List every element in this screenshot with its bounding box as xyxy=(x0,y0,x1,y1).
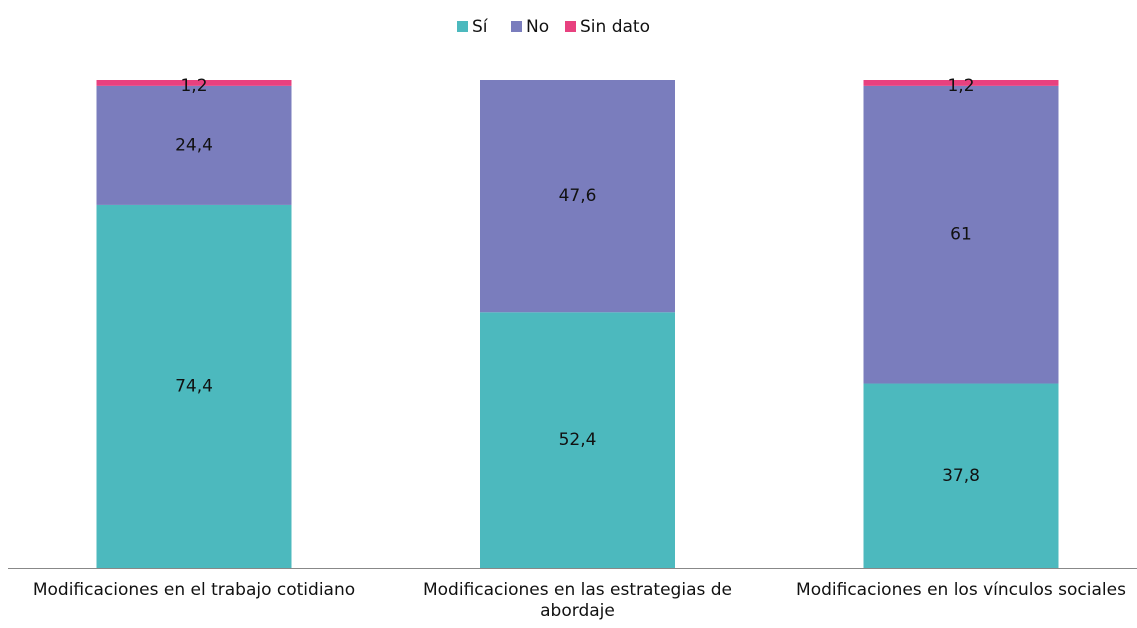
legend-label: No xyxy=(526,17,549,37)
data-label: 47,6 xyxy=(559,186,597,206)
bar-segment xyxy=(96,85,292,205)
data-label: 1,2 xyxy=(180,76,207,96)
bar-segment xyxy=(863,85,1059,384)
legend-label: Sí xyxy=(472,17,489,37)
data-label: 52,4 xyxy=(559,430,597,450)
x-tick-label: Modificaciones en el trabajo cotidiano xyxy=(32,580,356,600)
bar-segment xyxy=(863,80,1059,86)
data-label: 37,8 xyxy=(942,466,980,486)
bar-segment xyxy=(480,312,675,568)
data-label: 1,2 xyxy=(947,76,974,96)
legend-swatch xyxy=(511,21,522,32)
data-label: 61 xyxy=(950,225,972,245)
bar-segment xyxy=(96,80,292,86)
x-tick-label: Modificaciones en las estrategias de abo… xyxy=(422,580,732,621)
x-tick-label: Modificaciones en los vínculos sociales xyxy=(796,580,1126,600)
data-label: 24,4 xyxy=(175,135,213,155)
bar-segment xyxy=(480,80,675,313)
legend-swatch xyxy=(457,21,468,32)
legend-swatch xyxy=(565,21,576,32)
bar-segment xyxy=(863,383,1059,568)
legend-label: Sin dato xyxy=(580,17,650,37)
bar-segment xyxy=(96,204,292,569)
data-label: 74,4 xyxy=(175,376,213,396)
